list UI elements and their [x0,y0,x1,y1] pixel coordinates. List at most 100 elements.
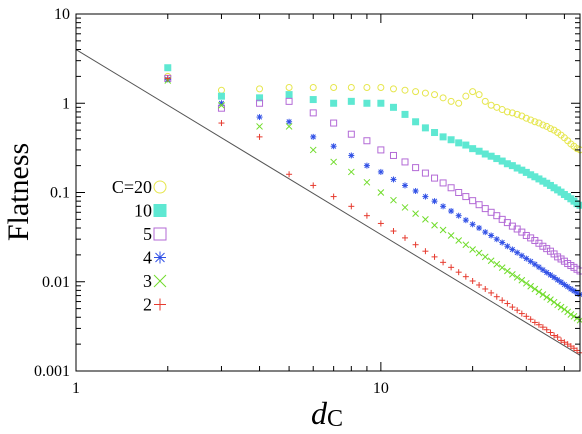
data-point [487,257,495,265]
data-point [488,289,495,296]
data-point [462,92,470,100]
data-point [535,288,543,296]
data-point [256,99,264,107]
legend-marker [153,204,167,217]
legend-label: 5 [143,224,152,244]
data-point [455,139,463,147]
data-point [475,249,483,257]
data-point [514,249,521,256]
data-point [527,258,534,265]
data-point [481,253,489,261]
data-point [523,255,530,262]
data-point [527,282,535,290]
data-point [421,124,429,132]
data-point [481,205,489,213]
data-point [531,319,538,326]
data-point [309,146,317,154]
data-point [439,179,447,187]
data-point [256,114,263,121]
data-point [493,212,501,220]
data-point [514,307,521,314]
data-point [518,276,526,284]
data-point [523,313,530,320]
data-point [543,326,550,333]
data-point [285,84,293,92]
data-point [462,273,469,280]
data-point [503,219,511,227]
data-point [330,84,338,92]
data-point [447,136,455,144]
data-point [347,168,355,176]
data-point [561,281,568,288]
data-point [487,152,495,160]
data-point [431,174,439,182]
data-point [390,196,397,204]
data-point [531,285,539,293]
data-point [462,217,469,224]
data-point [509,304,516,311]
data-point [476,281,483,288]
data-point [546,125,554,133]
data-point [330,193,337,200]
legend-marker [153,274,167,288]
data-point [482,285,489,292]
data-point [551,332,558,339]
data-point [431,253,438,260]
data-point [363,137,371,145]
data-point [309,84,317,92]
data-point [330,158,337,166]
data-point [561,339,568,346]
legend: C=20 10 5 4 3 2 [112,177,167,315]
data-point [455,212,462,219]
data-point [499,297,506,304]
x-axis-title-main: d [311,395,328,431]
data-point [509,246,516,253]
data-point [493,293,500,300]
data-point [564,341,571,348]
data-point [513,110,521,118]
legend-marker [153,180,167,194]
data-point [389,103,397,111]
data-point [377,146,385,154]
data-point [431,129,439,137]
data-point [543,269,550,276]
data-point [256,94,264,102]
data-point [539,291,547,298]
data-point [401,110,409,118]
data-point [448,208,455,215]
data-point [469,145,477,153]
data-point [455,189,463,196]
data-point [389,151,397,159]
data-point [377,99,385,107]
data-point [522,231,530,239]
data-point [439,133,447,141]
data-point [475,201,483,209]
data-point [539,324,546,331]
data-point [475,147,483,155]
data-point [363,212,370,219]
series-6 [164,75,582,356]
data-point [330,99,338,107]
x-axis-title: dC [311,395,343,432]
data-point [431,91,439,99]
data-point [469,197,477,205]
data-point [412,241,419,248]
data-point [286,118,293,125]
data-point [462,141,470,149]
data-point [348,203,355,210]
data-point [543,293,551,301]
data-point [561,306,568,313]
legend-label: 4 [143,248,152,268]
legend-label: 3 [143,271,152,291]
data-point [310,133,317,140]
data-point [469,246,476,253]
data-point [535,264,542,271]
y-tick-label: 10 [54,6,70,23]
data-point [412,210,419,217]
y-tick-label: 0.01 [42,274,70,291]
data-point [330,119,338,127]
data-point [389,85,397,93]
data-point [550,298,558,306]
